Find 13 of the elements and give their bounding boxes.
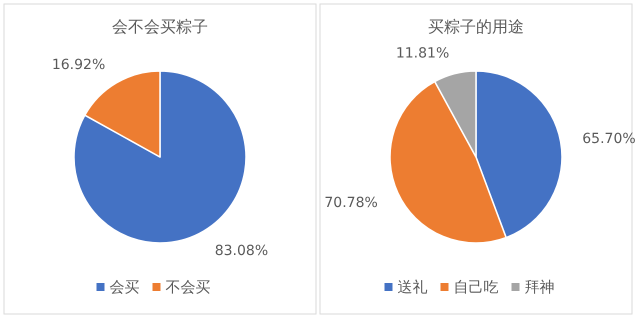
pie-slice — [73, 70, 247, 244]
data-label: 11.81% — [396, 45, 450, 62]
data-label: 83.08% — [214, 243, 268, 260]
data-label: 65.70% — [582, 130, 636, 147]
chart-title: 买粽子的用途 — [428, 17, 524, 36]
legend-label: 自己吃 — [454, 278, 498, 296]
data-label: 16.92% — [52, 56, 106, 73]
legend-label: 不会买 — [166, 278, 210, 296]
legend-label: 会买 — [110, 278, 140, 296]
data-label: 70.78% — [324, 194, 378, 211]
legend-label: 送礼 — [398, 278, 428, 296]
legend-label: 拜神 — [524, 278, 554, 296]
chart-title: 会不会买粽子 — [112, 17, 208, 36]
